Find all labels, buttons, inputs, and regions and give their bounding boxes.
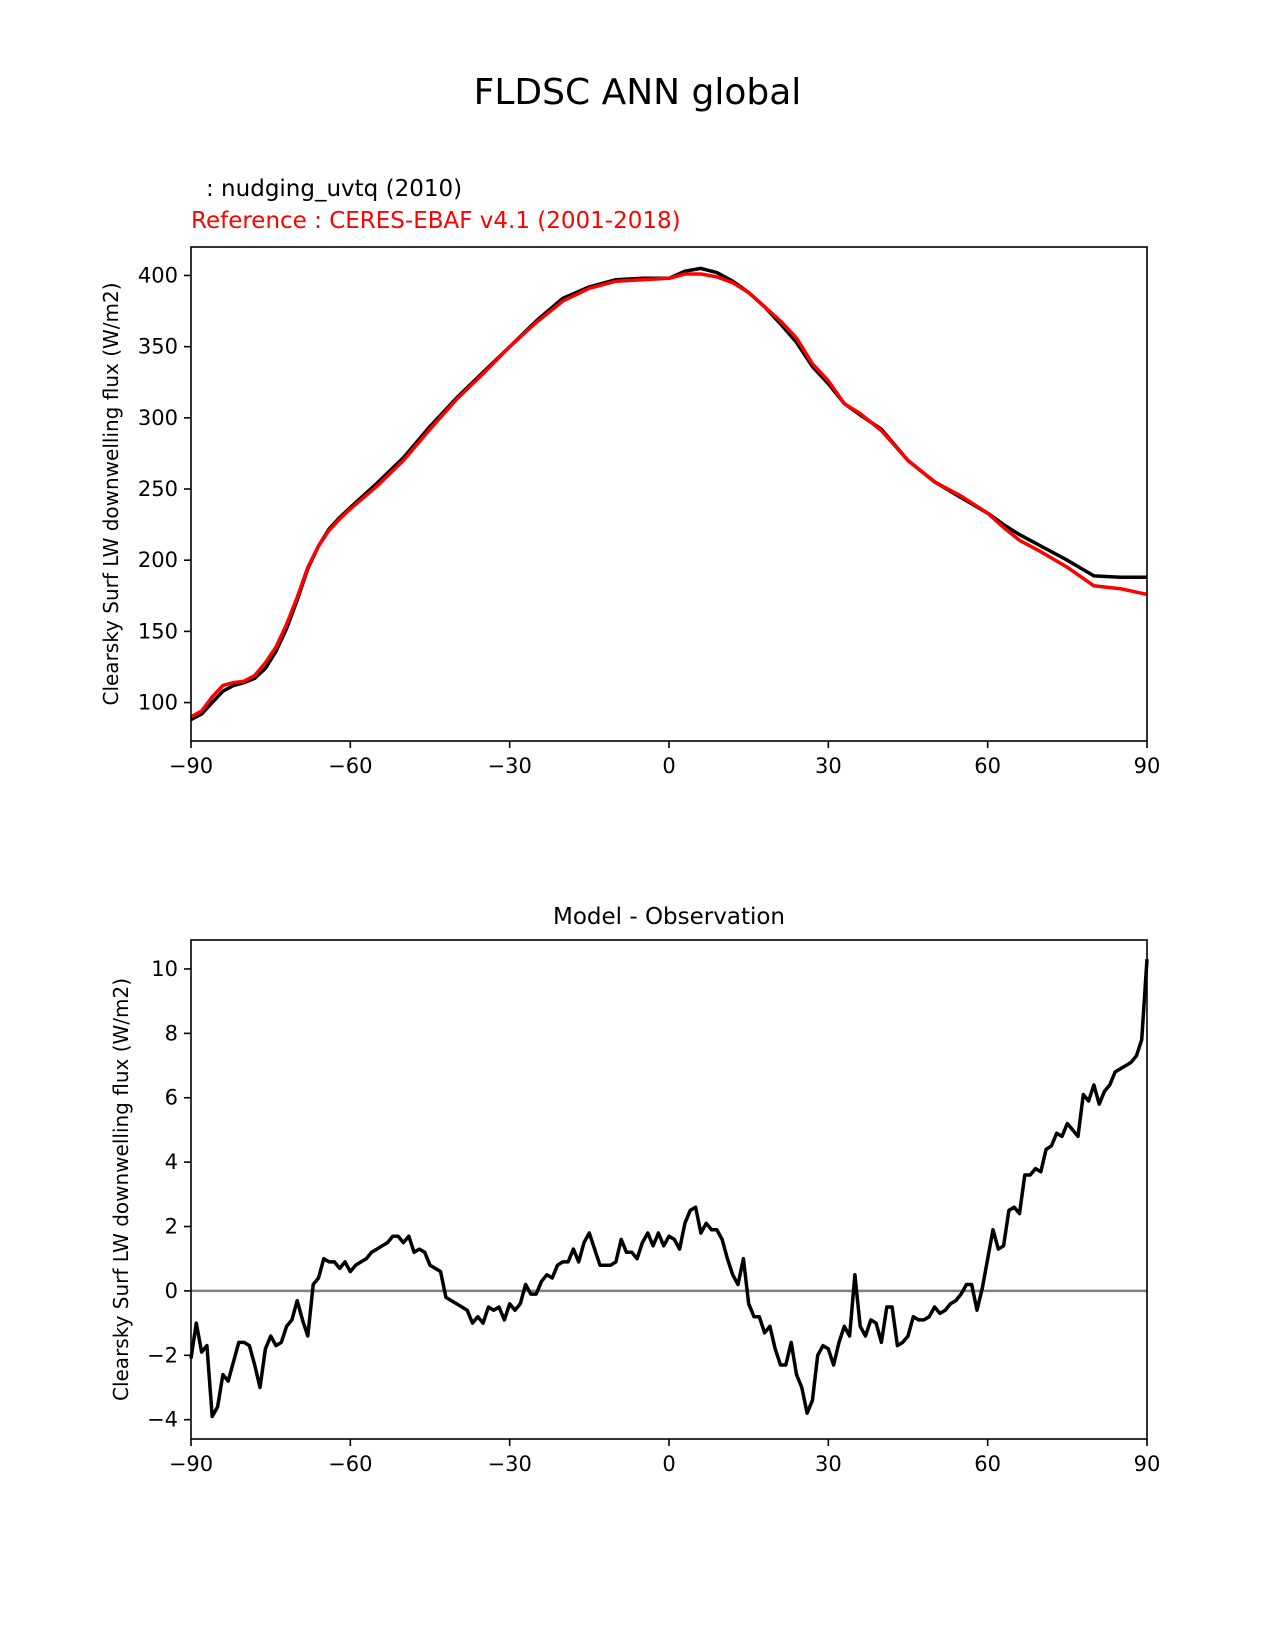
plot-frame	[190, 246, 1148, 742]
y-tick-label: 200	[138, 548, 178, 572]
y-tick-label: 100	[138, 691, 178, 715]
y-tick-label: 400	[138, 263, 178, 287]
y-tick-label: 150	[138, 619, 178, 643]
figure-title: FLDSC ANN global	[473, 72, 802, 113]
y-tick-label: 250	[138, 477, 178, 501]
y-tick-label: 4	[165, 1150, 178, 1174]
x-tick-label: 60	[974, 1452, 1001, 1476]
y-tick-label: 8	[165, 1021, 178, 1045]
y-axis-label: Clearsky Surf LW downwelling flux (W/m2)	[99, 282, 123, 705]
y-tick-label: −4	[147, 1408, 178, 1432]
y-tick-label: −2	[147, 1343, 178, 1367]
zonal-mean-chart: −90 −60 −30 0 30 60 90 100 150 200 250 300 350 400 Cle…	[99, 246, 1161, 778]
x-tick-label: 30	[815, 1452, 842, 1476]
y-tick-label: 0	[165, 1279, 178, 1303]
x-tick-label: −60	[328, 1452, 372, 1476]
y-tick-label: 6	[165, 1086, 178, 1110]
x-tick-label: −30	[488, 1452, 532, 1476]
x-tick-label: −60	[328, 754, 372, 778]
x-tick-label: 0	[662, 1452, 675, 1476]
x-tick-label: 90	[1134, 1452, 1161, 1476]
x-tick-label: 60	[974, 754, 1001, 778]
plot-frame	[190, 939, 1148, 1440]
y-tick-label: 300	[138, 406, 178, 430]
x-tick-label: −90	[169, 754, 213, 778]
series-line-0-1	[190, 272, 1148, 719]
x-tick-label: 90	[1134, 754, 1161, 778]
x-tick-label: −90	[169, 1452, 213, 1476]
x-tick-label: 30	[815, 754, 842, 778]
y-tick-label: 2	[165, 1215, 178, 1239]
y-axis-label: Clearsky Surf LW downwelling flux (W/m2)	[109, 978, 133, 1401]
difference-panel-title: Model - Observation	[552, 904, 786, 930]
x-tick-label: 0	[662, 754, 675, 778]
reference-label: Reference : CERES-EBAF v4.1 (2001-2018)	[191, 208, 681, 234]
y-tick-label: 350	[138, 335, 178, 359]
x-tick-label: −30	[488, 754, 532, 778]
series-line-1-0	[189, 959, 1149, 1419]
difference-chart: −90 −60 −30 0 30 60 90 −4 −2 0 2 4 6 8 10 Clearsky Surf…	[109, 939, 1161, 1476]
series-line-0-0	[190, 266, 1147, 722]
y-tick-label: 10	[151, 957, 178, 981]
test-case-label: : nudging_uvtq (2010)	[206, 176, 463, 202]
